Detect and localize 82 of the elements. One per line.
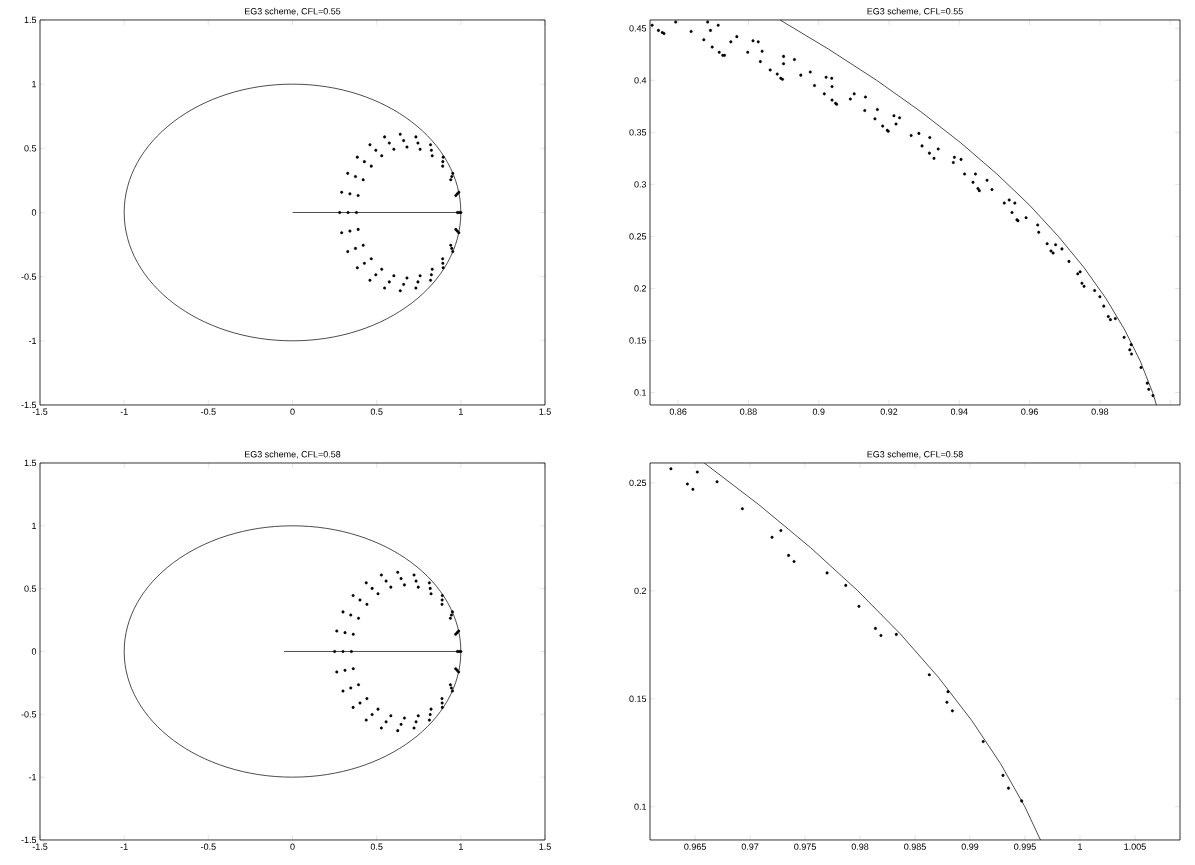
chart-title: EG3 scheme, CFL=0.58 xyxy=(245,450,341,459)
point xyxy=(740,507,744,511)
x-tick-label: 1 xyxy=(459,408,463,415)
x-tick-label: 0 xyxy=(290,408,295,415)
x-tick-label: 0.99 xyxy=(961,843,979,850)
point xyxy=(857,604,861,608)
y-tick-label: 0.4 xyxy=(634,77,647,84)
x-tick-label: 0.86 xyxy=(669,408,687,415)
chart-title: EG3 scheme, CFL=0.55 xyxy=(245,7,341,16)
y-tick-label: 0.15 xyxy=(629,337,647,344)
y-tick-label: 0.3 xyxy=(634,181,647,188)
point xyxy=(894,632,898,636)
point xyxy=(945,700,949,704)
x-tick-label: 0.97 xyxy=(741,843,759,850)
x-tick-label: 0.5 xyxy=(370,843,383,850)
y-tick-label: 0.1 xyxy=(634,803,647,810)
x-tick-label: -1 xyxy=(120,408,128,415)
y-tick-label: -1 xyxy=(28,774,37,781)
y-tick-label: -1 xyxy=(28,337,37,344)
x-tick-label: 0.965 xyxy=(684,843,706,850)
point xyxy=(792,559,796,563)
x-tick-label: 1 xyxy=(1078,843,1083,850)
point xyxy=(669,467,673,471)
x-tick-label: 0.92 xyxy=(880,408,898,415)
point xyxy=(1006,786,1010,790)
x-tick-label: 0.975 xyxy=(794,843,816,850)
y-tick-label: -0.5 xyxy=(21,711,37,718)
point xyxy=(1020,799,1024,803)
point xyxy=(927,673,931,677)
y-tick-label: -1.5 xyxy=(21,401,37,409)
point xyxy=(844,583,848,587)
y-tick-label: 0 xyxy=(31,209,37,216)
point xyxy=(873,626,877,630)
y-tick-label: 0.1 xyxy=(634,389,647,396)
y-tick-label: 0.5 xyxy=(24,585,37,592)
point xyxy=(779,529,783,533)
x-tick-label: 0.98 xyxy=(851,843,869,850)
x-tick-label: 0.5 xyxy=(370,408,383,415)
x-tick-label: -0.5 xyxy=(201,843,216,850)
point xyxy=(981,740,985,744)
y-tick-label: 0.45 xyxy=(629,25,647,32)
point xyxy=(715,480,719,484)
point xyxy=(1001,773,1005,777)
x-tick-label: 0.995 xyxy=(1014,843,1036,850)
y-tick-label: -0.5 xyxy=(21,273,37,280)
y-tick-label: 1.5 xyxy=(24,459,37,467)
x-tick-label: 0.985 xyxy=(904,843,926,850)
chart-title: EG3 scheme, CFL=0.55 xyxy=(867,7,963,16)
y-tick-label: 0.15 xyxy=(629,695,647,702)
x-tick-label: -1 xyxy=(120,843,128,850)
y-tick-label: 0.2 xyxy=(634,285,647,292)
point xyxy=(950,709,954,713)
chart-title: EG3 scheme, CFL=0.58 xyxy=(867,450,963,459)
y-tick-label: 0.25 xyxy=(629,233,647,240)
y-tick-label: 0.5 xyxy=(24,145,37,152)
point xyxy=(695,470,699,474)
x-tick-label: 0.94 xyxy=(950,408,968,415)
y-tick-label: 0.25 xyxy=(629,479,647,487)
point xyxy=(879,634,883,637)
point xyxy=(946,690,950,694)
x-tick-label: -0.5 xyxy=(201,408,216,415)
x-tick-label: 0.88 xyxy=(740,408,757,415)
x-tick-label: 1.005 xyxy=(1124,843,1146,850)
y-tick-label: 1 xyxy=(32,81,37,88)
y-tick-label: 0 xyxy=(31,648,37,655)
y-tick-label: 1.5 xyxy=(24,16,37,24)
x-tick-label: 0 xyxy=(290,843,295,850)
x-tick-label: 0.98 xyxy=(1091,408,1109,415)
x-tick-label: 1.5 xyxy=(539,408,551,415)
x-tick-label: 1 xyxy=(459,843,463,850)
point xyxy=(825,571,829,575)
point xyxy=(770,535,774,539)
point xyxy=(691,487,695,491)
y-tick-label: -1.5 xyxy=(21,836,37,844)
x-tick-label: 1.5 xyxy=(539,843,551,850)
y-tick-label: 0.2 xyxy=(634,587,647,594)
x-tick-label: 0.9 xyxy=(812,408,825,415)
y-tick-label: 0.35 xyxy=(629,129,647,136)
x-tick-label: 0.96 xyxy=(1021,408,1038,415)
y-tick-label: 1 xyxy=(32,522,37,529)
point xyxy=(787,553,791,557)
point xyxy=(685,482,689,486)
